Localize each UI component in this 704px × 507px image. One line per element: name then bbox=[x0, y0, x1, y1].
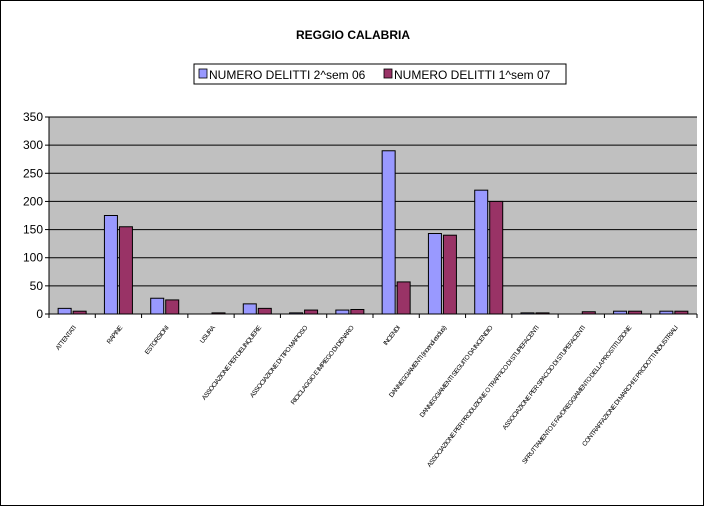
bar-series-2-7 bbox=[396, 281, 411, 315]
plot-area bbox=[49, 117, 697, 314]
legend-swatch-series-1 bbox=[198, 68, 208, 79]
bar-series-1-4 bbox=[242, 303, 257, 315]
legend-label-series-1: NUMERO DELITTI 2^sem 06 bbox=[209, 68, 366, 82]
y-tick-label: 200 bbox=[23, 194, 43, 208]
bar-series-1-7 bbox=[381, 150, 396, 315]
bar-series-1-1 bbox=[103, 215, 118, 315]
bar-series-1-9 bbox=[474, 189, 489, 315]
x-tick-label: ASSOCIAZIONE PER PRODUZIONE O TRAFFICO D… bbox=[426, 324, 541, 468]
bar-series-1-8 bbox=[427, 233, 442, 315]
y-tick-label: 300 bbox=[23, 138, 43, 152]
y-tick-label: 0 bbox=[36, 307, 43, 321]
x-tick-label: RAPINE bbox=[106, 324, 125, 346]
x-tick-label: ASSOCIAZIONE PER SPACCIO DI STUPEFACENTI bbox=[501, 324, 587, 431]
x-tick-label: CONTRAFFAZIONE DI MARCHI E PRODOTTI INDU… bbox=[581, 324, 680, 448]
bar-series-2-4 bbox=[257, 307, 272, 315]
y-tick-label: 250 bbox=[23, 166, 43, 180]
x-tick-label: INCENDI bbox=[382, 324, 402, 347]
x-tick-label: USURA bbox=[199, 324, 217, 345]
x-tick-label: DANNEGGIAMENTI SEGUITO DA INCENDIO bbox=[419, 325, 495, 419]
bar-series-1-6 bbox=[335, 309, 350, 315]
y-tick-label: 350 bbox=[23, 110, 43, 124]
y-axis-ticks: 0 50 100 150 200 250 300 350 bbox=[23, 110, 49, 321]
bar-series-2-5 bbox=[304, 309, 319, 315]
y-tick-label: 50 bbox=[30, 279, 44, 293]
bar-series-1-0 bbox=[57, 307, 72, 315]
bar-series-1-2 bbox=[150, 297, 165, 315]
legend-box bbox=[193, 63, 567, 85]
legend-swatch-series-2 bbox=[383, 68, 393, 79]
x-axis-ticks: ATTENTATI RAPINE ESTORSIONI USURA ASSOCIAZIO… bbox=[48, 314, 698, 469]
legend-label-series-2: NUMERO DELITTI 1^sem 07 bbox=[394, 68, 551, 82]
y-tick-label: 150 bbox=[23, 223, 43, 237]
gridlines bbox=[49, 116, 697, 287]
bar-series-2-1 bbox=[118, 226, 133, 315]
bars bbox=[57, 150, 689, 315]
x-tick-label: ESTORSIONI bbox=[144, 324, 171, 356]
x-tick-label: ATTENTATI bbox=[55, 324, 79, 351]
y-tick-label: 100 bbox=[23, 251, 43, 265]
bar-series-2-9 bbox=[489, 200, 504, 315]
chart-title: REGGIO CALABRIA bbox=[296, 28, 410, 42]
bar-series-2-2 bbox=[165, 299, 180, 315]
x-tick-label: SFRUTTAMENTO E FAVOREGGIAMENTO DELLA PRO… bbox=[521, 324, 634, 466]
bar-series-2-8 bbox=[442, 234, 457, 315]
bar-series-2-6 bbox=[350, 308, 365, 315]
legend: NUMERO DELITTI 2^sem 06 NUMERO DELITTI 1… bbox=[193, 63, 567, 85]
